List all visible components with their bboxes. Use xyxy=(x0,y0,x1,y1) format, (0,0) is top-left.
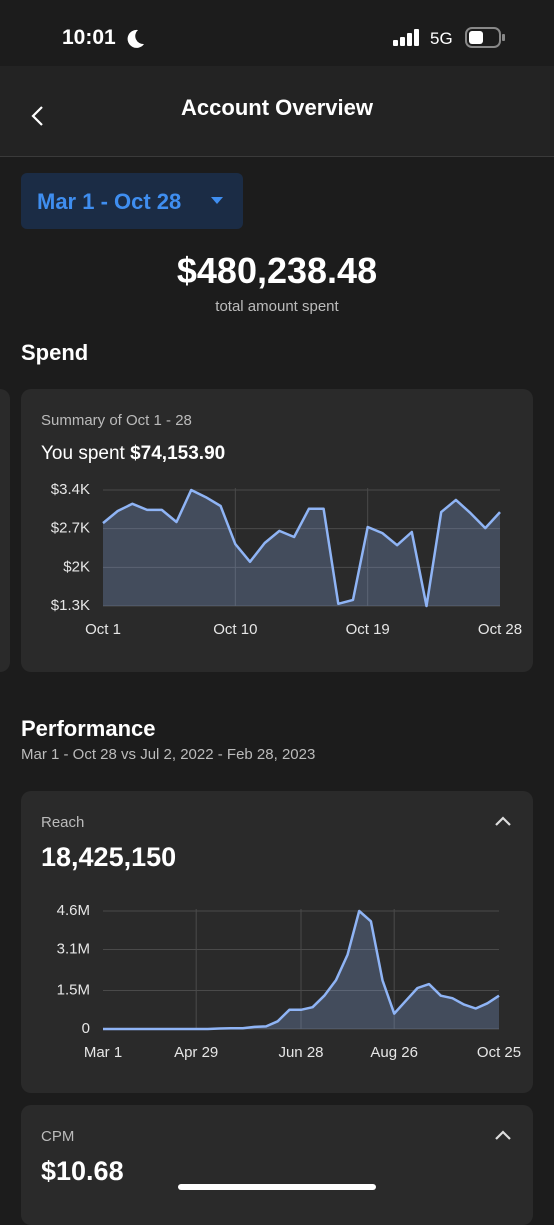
metric-label: Reach xyxy=(41,814,85,831)
total-amount: $480,238.48 xyxy=(176,250,378,291)
total-label: total amount spent xyxy=(215,298,339,315)
status-time: 10:01 xyxy=(62,26,116,49)
spent-text: You spent $74,153.90 xyxy=(41,443,225,465)
metric-label: CPM xyxy=(41,1128,75,1145)
reach-card[interactable] xyxy=(21,791,533,1093)
date-range-label: Mar 1 - Oct 28 xyxy=(37,189,182,214)
battery-icon xyxy=(465,27,505,48)
section-subtitle: Mar 1 - Oct 28 vs Jul 2, 2022 - Feb 28, … xyxy=(21,746,316,763)
section-title: Spend xyxy=(21,340,89,365)
dropdown-caret xyxy=(211,197,223,204)
page-title: Account Overview xyxy=(181,95,373,120)
nav-bar xyxy=(0,66,554,157)
collapse-icon[interactable] xyxy=(494,1129,512,1141)
previous-card xyxy=(0,389,10,672)
signal-icon xyxy=(393,29,419,46)
app-screen: { "status": {"time": "10:01", "network":… xyxy=(0,26,554,1225)
metric-value: 18,425,150 xyxy=(41,842,177,872)
summary-label: Summary of Oct 1 - 28 xyxy=(41,412,192,429)
home-indicator xyxy=(178,1184,376,1190)
metric-value: $10.68 xyxy=(41,1156,124,1186)
date-range-button[interactable]: Mar 1 - Oct 28 xyxy=(21,173,243,229)
back-button[interactable] xyxy=(28,104,48,128)
moon-icon xyxy=(127,29,144,48)
section-title: Performance xyxy=(21,716,156,741)
network-label: 5G xyxy=(430,29,453,48)
spent-label: You spent xyxy=(41,443,125,464)
spend-card[interactable] xyxy=(21,389,533,672)
spent-amount: $74,153.90 xyxy=(130,443,226,464)
collapse-icon[interactable] xyxy=(494,815,512,827)
